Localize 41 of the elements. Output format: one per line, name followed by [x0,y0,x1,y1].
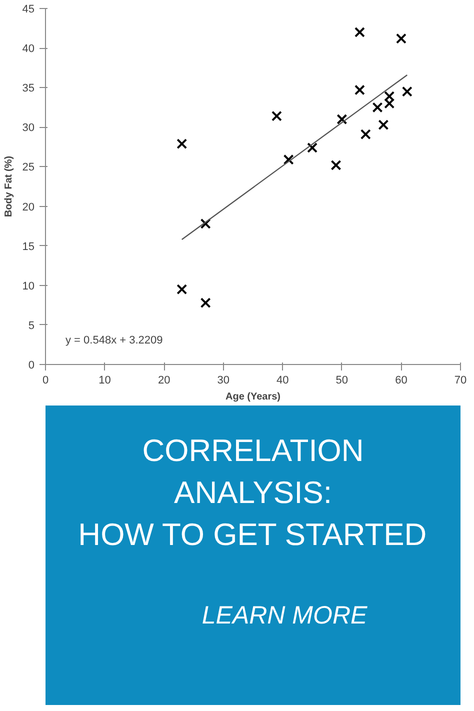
point [402,86,412,97]
point [354,26,365,38]
point [384,98,395,109]
point [271,110,282,122]
y-tick-label: 35 [22,82,35,95]
x-tick-label: 40 [276,374,289,386]
y-tick-label: 0 [28,360,35,372]
x-tick-label: 20 [158,374,170,386]
y-tick-label: 25 [22,162,35,174]
y-tick-label: 5 [28,320,35,332]
point [372,102,383,113]
point [176,284,188,295]
text: CORRELATION ANALYSIS: HOW TO GET STARTED [78,433,427,552]
point [354,84,365,96]
x-tick-label: 60 [395,374,408,386]
point [283,154,294,165]
y-tick-label: 45 [22,4,35,16]
y-tick-label: 40 [22,43,35,56]
y-axis-title: Body Fat (%) [3,156,14,218]
y-tick-label: 10 [22,280,35,292]
point [396,33,406,44]
y-tick-label: 15 [22,240,35,253]
point [330,160,342,170]
x-tick-label: 10 [98,374,111,386]
point [360,129,371,140]
text: LEARN MORE [202,602,368,630]
x-tick-label: 70 [454,374,467,386]
point [176,138,188,150]
y-tick-label: 20 [22,201,35,214]
x-axis-title: Age (Years) [225,392,281,402]
x-tick-label: 50 [336,374,348,386]
point [378,120,389,130]
point [200,298,211,308]
x-tick-label: 0 [42,374,49,386]
x-tick-label: 30 [217,374,230,386]
point [384,91,395,102]
annotation: y = 0.548x + 3.2209 [66,334,163,346]
point [200,218,211,229]
point [336,114,348,124]
point [307,142,318,153]
y-tick-label: 30 [22,122,35,134]
